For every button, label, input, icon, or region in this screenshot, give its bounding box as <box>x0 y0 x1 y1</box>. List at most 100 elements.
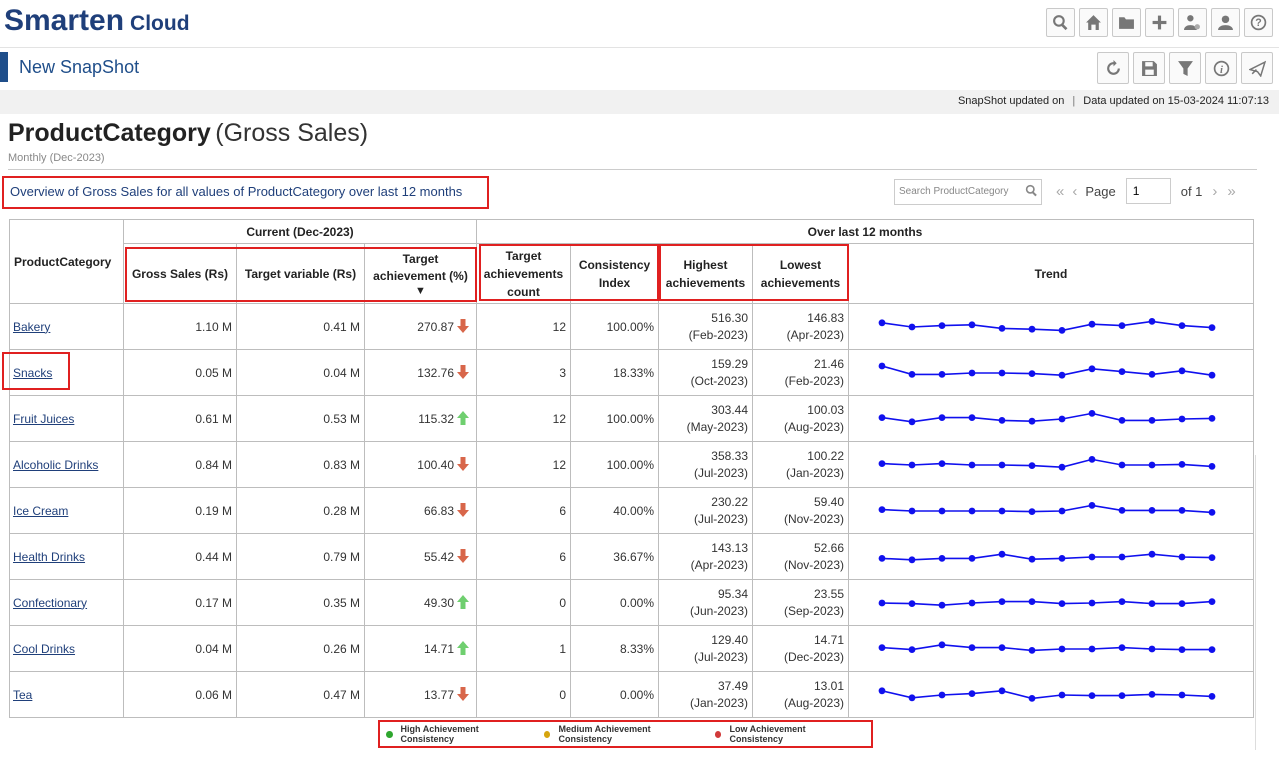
category-link[interactable]: Health Drinks <box>13 549 86 564</box>
category-link[interactable]: Tea <box>13 687 33 702</box>
trend-point <box>1058 507 1066 514</box>
col-header-consistency[interactable]: Consistency Index <box>570 243 659 304</box>
share-icon[interactable] <box>1241 52 1273 84</box>
product-category-table: ProductCategory Current (Dec-2023) Over … <box>9 219 1254 718</box>
arrow-up-icon <box>457 595 469 609</box>
trend-point <box>968 413 976 421</box>
category-cell: Health Drinks <box>9 533 124 580</box>
highest-value: 129.40 <box>711 632 748 647</box>
arrow-down-icon <box>457 365 469 379</box>
gross-sales-cell: 0.61 M <box>123 395 237 442</box>
target-variable-cell: 0.04 M <box>236 349 365 396</box>
target-achievement-value: 270.87 <box>417 320 454 334</box>
col-header-lowest[interactable]: Lowest achievements <box>752 243 849 304</box>
category-cell: Cool Drinks <box>9 625 124 672</box>
target-achievement-cell: 132.76 <box>364 349 477 396</box>
trend-point <box>1178 506 1186 514</box>
trend-cell <box>848 349 1254 396</box>
highest-cell: 159.29 (Oct-2023) <box>658 349 753 396</box>
trend-cell <box>848 487 1254 534</box>
trend-point <box>1118 416 1126 424</box>
category-link[interactable]: Confectionary <box>13 595 88 610</box>
category-link[interactable]: Cool Drinks <box>13 641 76 656</box>
first-page-icon[interactable]: « <box>1056 182 1065 200</box>
gross-sales-cell: 0.06 M <box>123 671 237 718</box>
trend-point <box>998 461 1006 468</box>
user-icon[interactable] <box>1211 8 1240 37</box>
page-title: New SnapShot <box>19 57 140 77</box>
trend-cell <box>848 395 1254 442</box>
gross-sales-cell: 0.19 M <box>123 487 237 534</box>
col-header-target-achievement[interactable]: Target achievement (%) ▼ <box>364 243 477 304</box>
category-link[interactable]: Alcoholic Drinks <box>13 457 99 472</box>
trend-point <box>1178 321 1186 329</box>
lowest-value: 59.40 <box>813 494 844 509</box>
trend-point <box>1028 417 1036 425</box>
next-page-icon[interactable]: › <box>1212 182 1218 200</box>
col-header-highest[interactable]: Highest achievements <box>658 243 753 304</box>
target-achievement-cell: 49.30 <box>364 579 477 626</box>
target-achievement-cell: 55.42 <box>364 533 477 580</box>
plus-icon[interactable] <box>1145 8 1174 37</box>
trend-point <box>1148 599 1156 607</box>
folder-icon[interactable] <box>1112 8 1141 37</box>
trend-point <box>998 643 1006 651</box>
target-variable-cell: 0.26 M <box>236 625 365 672</box>
trend-line <box>881 458 1213 468</box>
heading-divider <box>8 169 1257 170</box>
scroll-divider <box>1255 455 1256 750</box>
category-link[interactable]: Ice Cream <box>13 503 69 518</box>
filter-icon[interactable] <box>1169 52 1201 84</box>
trend-line <box>881 643 1212 651</box>
search-icon[interactable] <box>1046 8 1075 37</box>
lowest-value: 23.55 <box>813 586 844 601</box>
group-header-current: Current (Dec-2023) <box>123 219 477 244</box>
trend-point <box>1088 455 1096 463</box>
refresh-icon[interactable] <box>1097 52 1129 84</box>
trend-point <box>938 554 946 562</box>
save-icon[interactable] <box>1133 52 1165 84</box>
category-cell: Tea <box>9 671 124 718</box>
trend-point <box>878 505 886 513</box>
col-header-target-variable[interactable]: Target variable (Rs) <box>236 243 365 304</box>
trend-point <box>878 362 886 369</box>
trend-sparkline <box>878 455 1216 471</box>
report-heading: ProductCategory (Gross Sales) Monthly (D… <box>8 119 368 164</box>
page-number-input[interactable] <box>1125 178 1171 204</box>
category-link[interactable]: Snacks <box>13 365 53 380</box>
trend-cell <box>848 533 1254 580</box>
help-icon[interactable]: ? <box>1244 8 1273 37</box>
col-header-gross[interactable]: Gross Sales (Rs) <box>123 243 237 304</box>
highest-cell: 303.44 (May-2023) <box>658 395 753 442</box>
target-achievement-cell: 13.77 <box>364 671 477 718</box>
category-link[interactable]: Fruit Juices <box>13 411 75 426</box>
highest-month: (May-2023) <box>686 419 748 434</box>
category-link[interactable]: Bakery <box>13 319 51 334</box>
lowest-month: (Aug-2023) <box>783 419 844 434</box>
search-input[interactable]: Search ProductCategory <box>894 179 1042 205</box>
lowest-cell: 23.55 (Sep-2023) <box>752 579 849 626</box>
last-page-icon[interactable]: » <box>1227 182 1236 200</box>
info-icon[interactable]: i <box>1205 52 1237 84</box>
trend-point <box>878 318 886 326</box>
target-variable-cell: 0.47 M <box>236 671 365 718</box>
home-icon[interactable] <box>1079 8 1108 37</box>
search-icon[interactable] <box>1025 184 1038 200</box>
target-achievement-value: 100.40 <box>417 458 454 472</box>
user-settings-icon[interactable] <box>1178 8 1207 37</box>
table-row: Health Drinks 0.44 M 0.79 M 55.42 6 36.67% 143… <box>9 533 1254 580</box>
trend-cell <box>848 579 1254 626</box>
trend-point <box>1148 550 1156 558</box>
target-achievement-cell: 100.40 <box>364 441 477 488</box>
report-period: Monthly (Dec-2023) <box>8 152 105 164</box>
prev-page-icon[interactable]: ‹ <box>1072 182 1078 200</box>
trend-point <box>1178 691 1186 698</box>
lowest-month: (Dec-2023) <box>783 649 844 664</box>
trend-point <box>938 413 946 421</box>
col-header-achievement-count[interactable]: Target achievements count <box>476 243 571 304</box>
trend-point <box>1178 599 1186 607</box>
trend-point <box>1208 414 1216 422</box>
trend-point <box>908 507 916 514</box>
trend-point <box>1028 646 1036 654</box>
highest-month: (Jul-2023) <box>693 511 748 526</box>
